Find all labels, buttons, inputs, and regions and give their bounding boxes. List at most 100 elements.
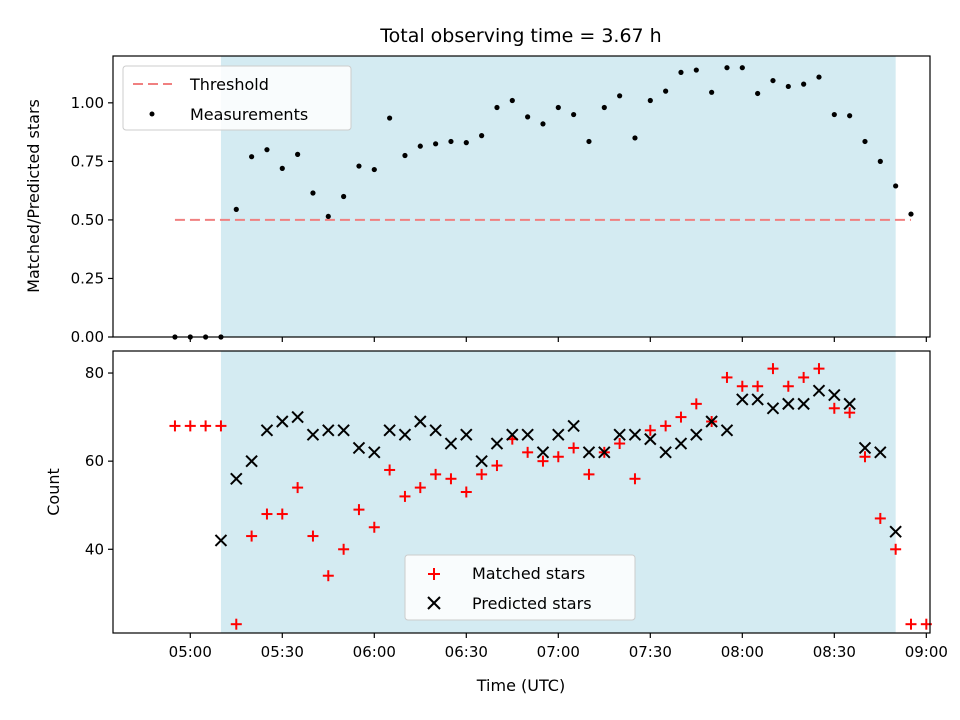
measurement-point (325, 213, 331, 220)
predicted-star-marker (383, 424, 396, 437)
top-y-axis-label: Matched/Predicted stars (24, 99, 43, 293)
x-tick-label: 06:00 (353, 643, 396, 661)
predicted-star-marker (736, 393, 749, 406)
measurement-point (908, 211, 914, 217)
predicted-stars-points (214, 384, 902, 547)
measurement-point (647, 97, 653, 104)
predicted-star-marker (797, 397, 810, 411)
measurement-point (509, 97, 515, 104)
measurement-point (249, 154, 255, 160)
matched-star-marker (660, 420, 672, 432)
measurement-point (893, 183, 899, 189)
bottom-y-axis-label: Count (44, 468, 63, 516)
predicted-star-marker (214, 534, 228, 547)
measurement-point (448, 138, 454, 145)
measurement-point (571, 111, 577, 118)
bottom-y-tick-label: 80 (85, 364, 104, 382)
matched-star-marker (782, 380, 794, 392)
measurement-point (739, 65, 745, 71)
predicted-star-marker (598, 446, 611, 459)
x-tick-label: 05:00 (169, 643, 212, 661)
matched-star-marker (184, 420, 196, 432)
matched-star-marker (537, 455, 549, 467)
legend-predicted-label: Predicted stars (472, 594, 592, 613)
measurement-point (678, 69, 684, 75)
legend-matched-label: Matched stars (472, 564, 585, 583)
measurement-point (494, 104, 500, 111)
predicted-star-marker (398, 428, 412, 441)
matched-star-marker (322, 570, 334, 582)
predicted-star-marker (460, 428, 473, 441)
x-tick-label: 06:30 (445, 643, 488, 661)
predicted-star-marker (812, 384, 826, 397)
measurement-point (724, 65, 730, 71)
matched-star-marker (200, 420, 212, 432)
top-panel: Total observing time = 3.67 h 0.000.250.… (24, 25, 931, 346)
measurement-point (264, 147, 270, 153)
matched-star-marker (752, 380, 764, 392)
matched-star-marker (583, 468, 595, 480)
measurement-point (816, 74, 822, 80)
matched-star-marker (338, 543, 350, 555)
measurement-point (417, 143, 423, 149)
matched-star-marker (353, 504, 365, 516)
bottom-y-ticks: 40 60 80 (85, 364, 113, 558)
matched-star-marker (414, 482, 426, 494)
measurement-point (279, 165, 285, 171)
matched-star-marker (844, 407, 856, 419)
x-tick-label: 08:30 (813, 643, 856, 661)
measurement-point (402, 152, 408, 159)
top-y-ticks: 0.00 0.25 0.50 0.75 1.00 (71, 94, 113, 346)
predicted-star-marker (352, 441, 366, 455)
matched-star-marker (445, 473, 457, 485)
measurement-point (525, 114, 531, 120)
predicted-star-marker (659, 446, 672, 459)
measurement-point (831, 111, 837, 118)
bottom-plot-frame (112, 350, 931, 634)
predicted-star-marker (874, 446, 887, 459)
matched-star-marker (399, 490, 411, 502)
predicted-star-marker (414, 415, 427, 428)
matched-star-marker (690, 398, 702, 410)
measurement-points (172, 65, 914, 340)
matched-star-marker (169, 420, 181, 432)
predicted-star-marker (291, 410, 304, 424)
top-y-tick-label: 0.50 (71, 211, 104, 229)
measurement-point (847, 113, 853, 119)
matched-star-marker (491, 460, 503, 472)
measurement-point (433, 141, 439, 147)
legend-measurements-label: Measurements (190, 105, 308, 124)
measurement-point (463, 140, 469, 146)
measurement-point (233, 206, 239, 212)
top-y-tick-label: 1.00 (71, 94, 104, 112)
matched-star-marker (813, 363, 825, 375)
legend-measurements-swatch (149, 111, 155, 117)
measurement-point (785, 83, 791, 90)
predicted-star-marker (276, 415, 289, 428)
top-y-tick-label: 0.75 (71, 152, 104, 170)
measurement-point (295, 151, 301, 157)
x-tick-label: 08:00 (721, 643, 764, 661)
predicted-star-marker (490, 437, 504, 450)
measurement-point (540, 121, 546, 127)
measurement-point (356, 163, 362, 169)
matched-star-marker (522, 446, 534, 458)
predicted-star-marker (536, 446, 550, 459)
matched-star-marker (307, 530, 319, 542)
matched-star-marker (552, 451, 564, 463)
predicted-star-marker (322, 424, 335, 437)
measurement-point (770, 77, 776, 84)
matched-star-marker (292, 482, 304, 494)
measurement-point (801, 81, 807, 87)
matched-star-marker (460, 486, 472, 498)
measurement-point (479, 133, 485, 139)
measurement-point (310, 190, 316, 196)
matched-star-marker (614, 438, 626, 450)
measurement-point (387, 115, 393, 121)
measurement-point (371, 166, 377, 173)
matched-star-marker (905, 618, 917, 630)
measurement-point (341, 193, 347, 200)
predicted-star-marker (245, 454, 258, 468)
predicted-star-marker (306, 428, 320, 441)
